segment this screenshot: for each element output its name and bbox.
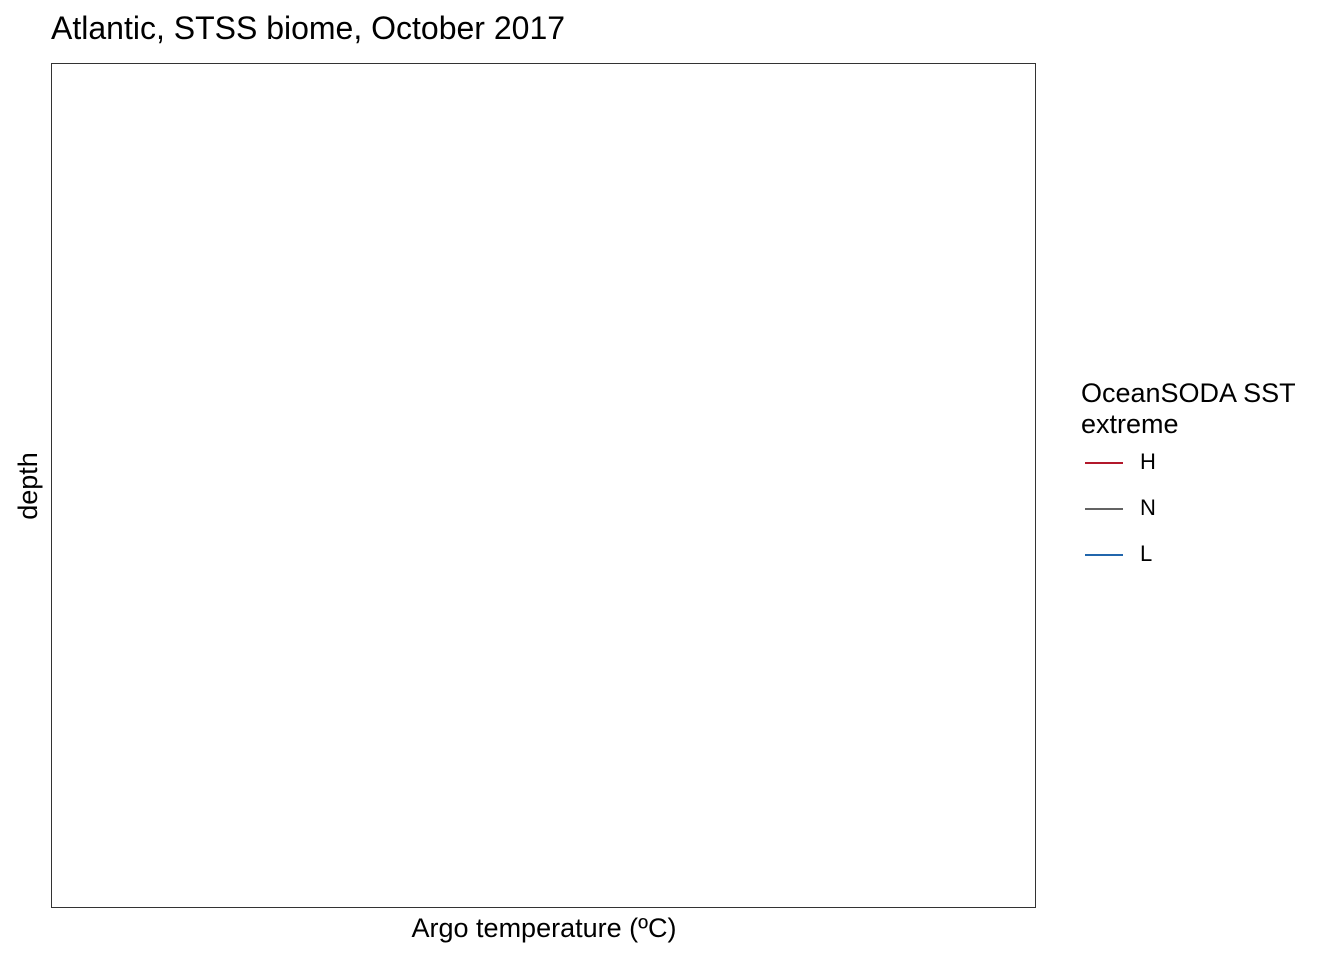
- legend-item-l: L: [1081, 541, 1331, 600]
- chart-title: Atlantic, STSS biome, October 2017: [51, 10, 566, 46]
- y-axis-label: depth: [13, 452, 43, 520]
- legend-items: H N L: [1081, 449, 1331, 600]
- legend-item-n: N: [1081, 495, 1331, 554]
- legend-title-line-1: OceanSODA SST: [1081, 378, 1296, 408]
- plot-panel: [51, 63, 1036, 908]
- x-axis-label: Argo temperature (ºC): [411, 913, 677, 943]
- plot-area: [52, 64, 1035, 907]
- legend-key-l: [1085, 554, 1123, 556]
- legend-key-h: [1085, 462, 1123, 464]
- legend-label-n: N: [1140, 495, 1156, 520]
- legend-title-line-2: extreme: [1081, 409, 1179, 439]
- legend-key-n: [1085, 508, 1123, 510]
- legend-title: OceanSODA SST extreme: [1081, 378, 1331, 440]
- legend: OceanSODA SST extreme H N L: [1081, 378, 1331, 600]
- legend-item-h: H: [1081, 449, 1331, 508]
- legend-label-h: H: [1140, 449, 1156, 474]
- legend-label-l: L: [1140, 541, 1153, 566]
